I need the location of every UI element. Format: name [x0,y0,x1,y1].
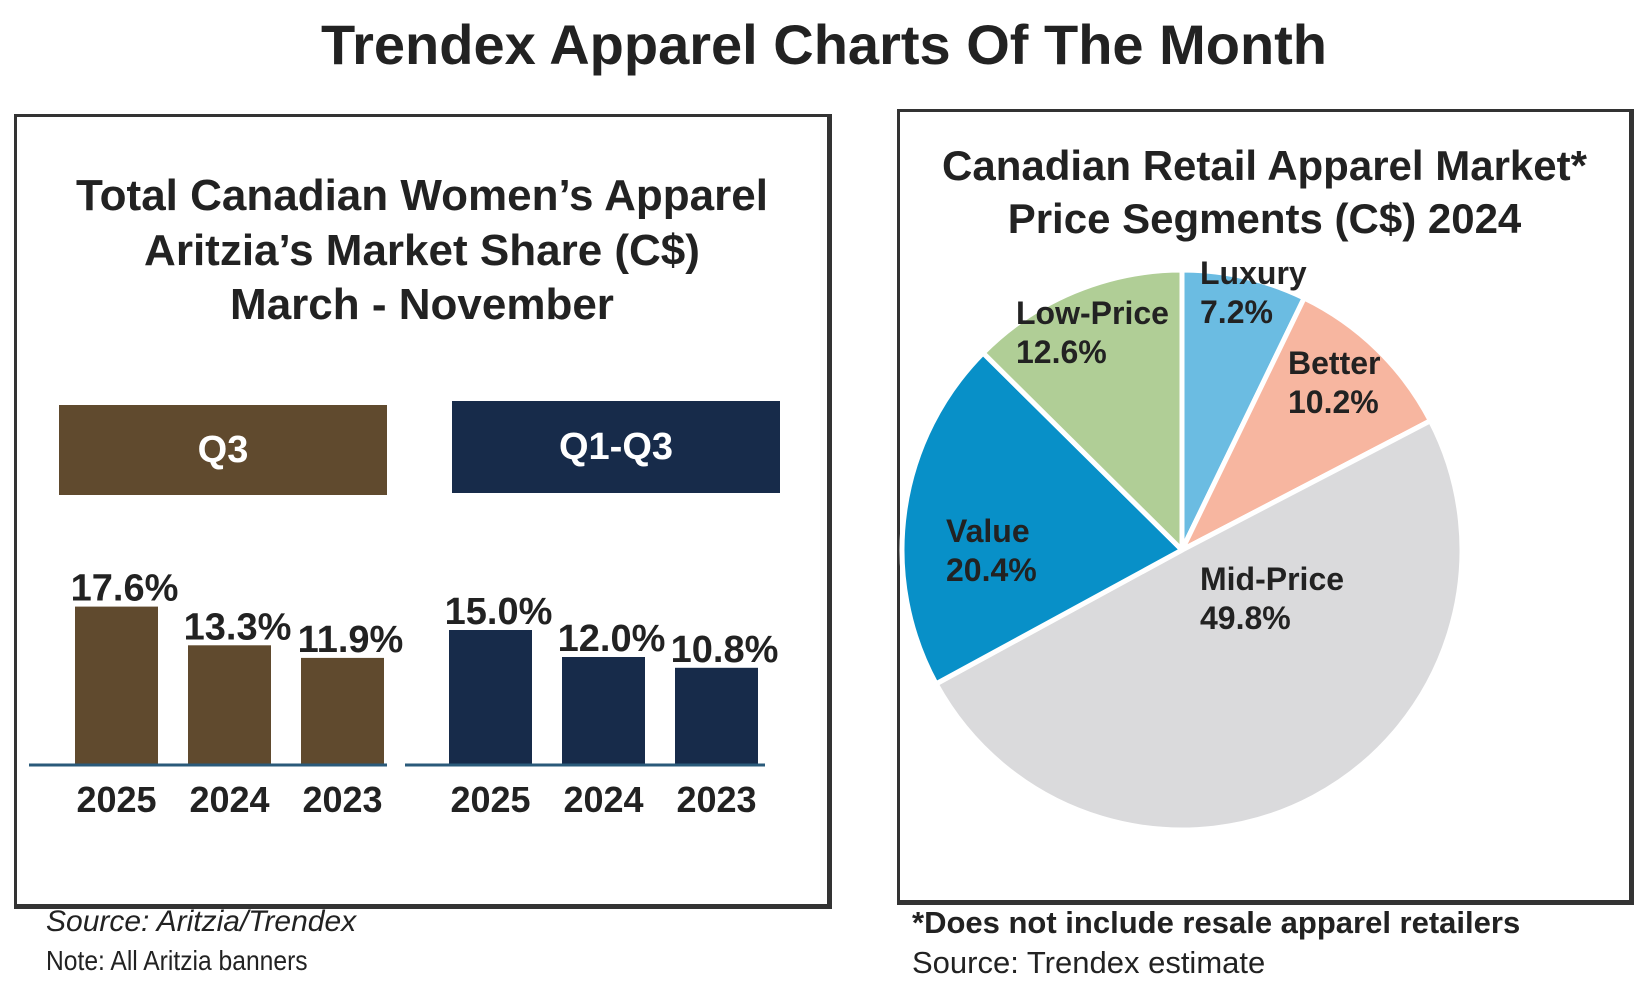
x-tick-q3-2023: 2023 [302,779,382,820]
bar-label-q3-2024: 13.3% [184,606,292,648]
pie-label-value-luxury: 7.2% [1200,294,1273,330]
bar-label-q1-q3-2024: 12.0% [558,618,666,660]
bar-chart-title-line-3: March - November [230,280,614,330]
group-header-q3: Q3 [59,405,387,495]
bar-chart-title-line-2: Aritzia’s Market Share (C$) [144,225,700,275]
pie-chart-title: Canadian Retail Apparel Market* Price Se… [900,140,1629,245]
bar-q1-q3-2023 [675,667,758,765]
bar-q3-2024 [188,645,271,765]
page-title: Trendex Apparel Charts Of The Month [320,13,1328,76]
bar-label-q1-q3-2023: 10.8% [671,629,779,671]
x-tick-q1-q3-2023: 2023 [676,779,756,820]
bar-q3-2025 [75,606,158,765]
pie-label-value-better: 10.2% [1288,384,1379,420]
x-tick-q1-q3-2025: 2025 [450,779,530,820]
pie-slice-value [899,350,1185,687]
bar-chart-title-line-1: Total Canadian Women’s Apparel [76,171,768,220]
bar-chart-note: Note: All Aritzia banners [46,945,308,976]
x-tick-q3-2025: 2025 [76,779,156,820]
bar-chart-plot: 17.6% 2025 13.3% 2024 11.9% 2023 15.0% 2025 12.0… [29,568,779,820]
pie-slice-low-price [980,267,1185,553]
x-tick-q1-q3-2024: 2024 [563,779,643,820]
pie-label-value-mid-price: 49.8% [1200,600,1291,636]
pie-label-value-low-price: 12.6% [1016,334,1107,370]
bar-q3-2023 [301,657,384,765]
bar-label-q1-q3-2025: 15.0% [445,591,553,633]
pie-slice-mid-price [933,418,1465,833]
pie-chart-footnote: *Does not include resale apparel retaile… [912,905,1521,940]
price-segments-panel: Canadian Retail Apparel Market* Price Se… [897,109,1634,905]
bar-chart-source: Source: Aritzia/Trendex [46,905,357,938]
x-tick-q3-2024: 2024 [189,779,269,820]
bar-q1-q3-2024 [562,657,645,765]
bar-q1-q3-2025 [449,630,532,765]
pie-slice-luxury [1179,267,1307,553]
pie-label-value-value: 20.4% [946,552,1037,588]
pie-label-name-value: Value [946,513,1030,549]
pie-slice-better [1179,295,1433,553]
bar-label-q3-2025: 17.6% [71,568,179,610]
pie-label-name-luxury: Luxury [1200,255,1307,291]
pie-chart-source: Source: Trendex estimate [912,945,1266,980]
bar-chart-title: Total Canadian Women’s Apparel Aritzia’s… [17,169,827,333]
pie-label-name-better: Better [1288,345,1380,381]
group-header-q1-q3: Q1-Q3 [452,401,780,493]
market-share-panel: Total Canadian Women’s Apparel Aritzia’s… [14,114,832,909]
pie-chart-title-line-1: Canadian Retail Apparel Market* [942,142,1587,189]
bar-label-q3-2023: 11.9% [298,619,404,661]
pie-label-name-mid-price: Mid-Price [1200,561,1344,597]
pie-chart-title-line-2: Price Segments (C$) 2024 [1007,194,1522,242]
pie-label-name-low-price: Low-Price [1016,295,1169,331]
